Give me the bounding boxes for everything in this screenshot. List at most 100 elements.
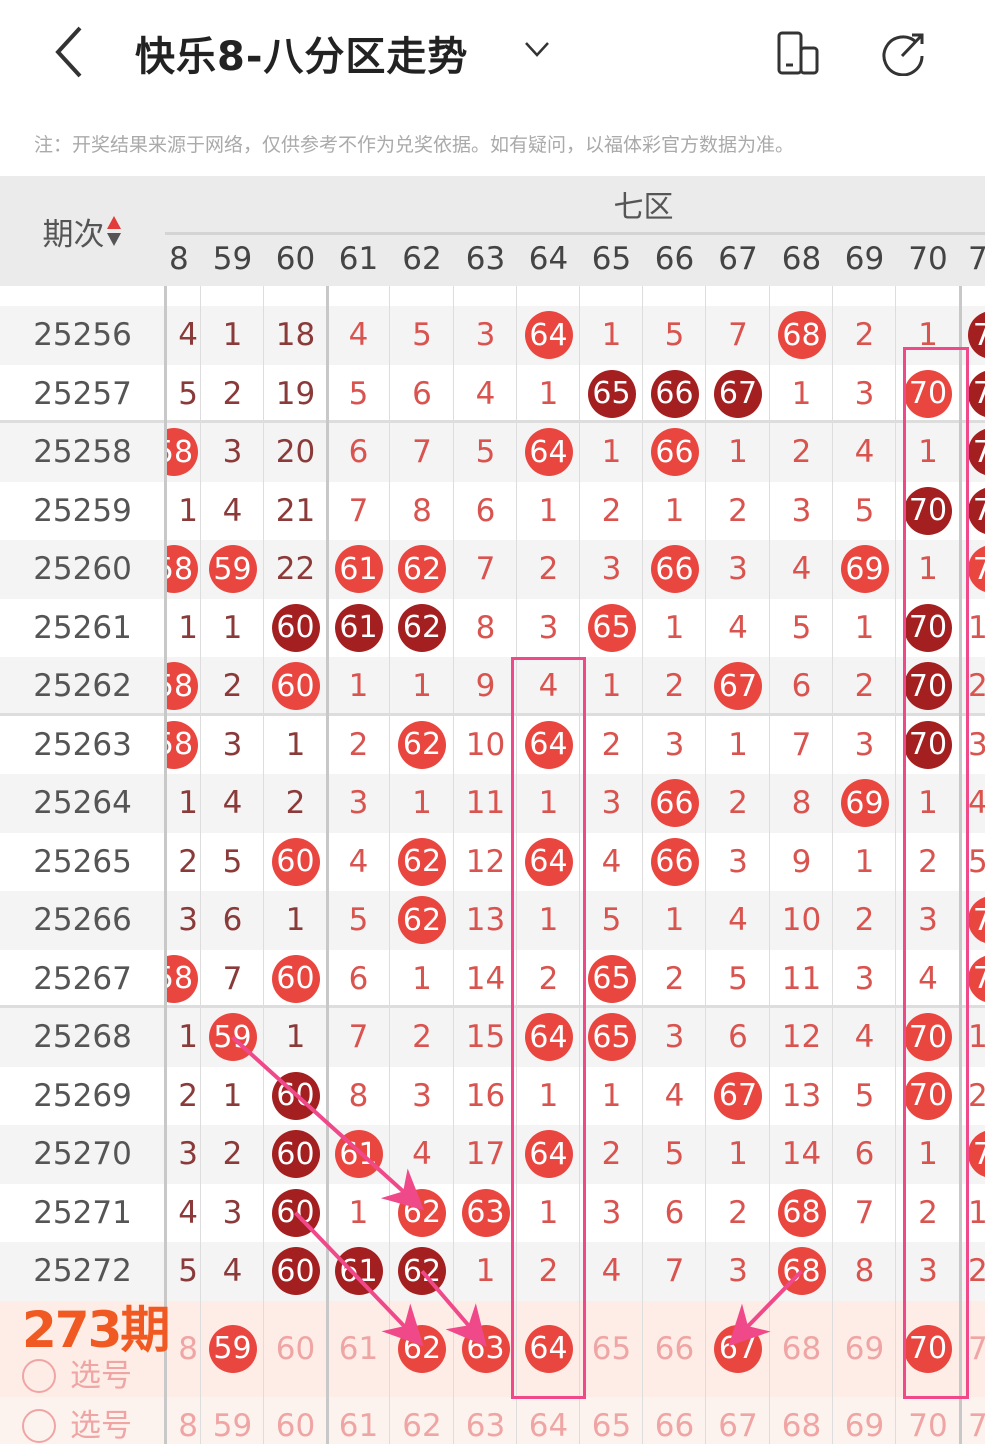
number-ball[interactable]: 60 (271, 603, 320, 652)
number-ball[interactable]: 65 (587, 954, 636, 1003)
number-ball[interactable]: 58 (165, 662, 198, 711)
number-ball[interactable]: 59 (208, 1013, 257, 1062)
number-ball[interactable]: 65 (587, 369, 636, 418)
miss-count: 1 (538, 1077, 559, 1114)
number-ball[interactable]: 59 (208, 1324, 257, 1373)
table-cell: 2 (517, 1242, 580, 1301)
number-ball[interactable]: 63 (461, 1188, 510, 1237)
number-ball[interactable]: 66 (650, 545, 699, 594)
number-ball[interactable]: 60 (271, 1247, 320, 1296)
table-cell: 4 (327, 833, 390, 892)
number-ball[interactable]: 61 (334, 545, 383, 594)
number-ball[interactable]: 71 (968, 311, 985, 360)
number-ball[interactable]: 64 (524, 428, 573, 477)
number-ball[interactable]: 69 (840, 779, 889, 828)
number-ball[interactable]: 60 (271, 954, 320, 1003)
miss-count: 8 (348, 1077, 369, 1114)
share-icon[interactable] (880, 30, 926, 76)
number-ball[interactable]: 66 (650, 837, 699, 886)
number-ball[interactable]: 71 (968, 1130, 985, 1179)
number-ball[interactable]: 64 (524, 720, 573, 769)
number-ball[interactable]: 71 (968, 428, 985, 477)
predict-radio[interactable] (22, 1358, 56, 1393)
number-ball[interactable]: 71 (968, 545, 985, 594)
number-ball[interactable]: 60 (271, 1188, 320, 1237)
number-ball[interactable]: 65 (587, 603, 636, 652)
number-ball[interactable]: 58 (165, 954, 198, 1003)
number-ball[interactable]: 58 (165, 545, 198, 594)
number-ball[interactable]: 70 (904, 1013, 952, 1062)
back-chevron-left-icon[interactable] (48, 22, 98, 82)
table-cell: 3 (706, 833, 770, 892)
number-ball[interactable]: 62 (398, 1247, 446, 1296)
miss-count: 7 (968, 1407, 985, 1444)
number-ball[interactable]: 70 (904, 1071, 952, 1120)
number-ball[interactable]: 65 (587, 1013, 636, 1062)
number-ball[interactable]: 62 (398, 896, 446, 945)
number-ball[interactable]: 71 (968, 486, 985, 535)
number-ball[interactable]: 67 (714, 369, 762, 418)
number-ball[interactable]: 70 (904, 486, 952, 535)
number-ball[interactable]: 70 (904, 603, 952, 652)
number-ball[interactable]: 64 (524, 1013, 573, 1062)
miss-count: 5 (178, 375, 198, 412)
miss-count: 6 (664, 1194, 685, 1231)
table-cell: 3 (643, 716, 706, 775)
number-ball[interactable]: 62 (398, 837, 446, 886)
number-ball[interactable]: 61 (334, 1130, 383, 1179)
number-ball[interactable]: 68 (777, 1188, 826, 1237)
number-ball[interactable]: 58 (165, 428, 198, 477)
table-cell: 64 (517, 1397, 580, 1444)
miss-count: 4 (222, 785, 243, 822)
table-cell: 6 (327, 423, 390, 482)
number-ball[interactable]: 68 (777, 1247, 826, 1296)
number-ball[interactable]: 61 (334, 603, 383, 652)
number-ball[interactable]: 66 (650, 428, 699, 477)
number-ball[interactable]: 60 (271, 662, 320, 711)
miss-count: 4 (412, 1136, 432, 1173)
number-ball[interactable]: 64 (524, 1130, 573, 1179)
miss-count: 4 (918, 960, 938, 997)
number-ball[interactable]: 71 (968, 896, 985, 945)
number-ball[interactable]: 62 (398, 603, 446, 652)
number-ball[interactable]: 64 (524, 837, 573, 886)
number-ball[interactable]: 60 (271, 1130, 320, 1179)
number-ball[interactable]: 58 (165, 720, 198, 769)
number-ball[interactable]: 64 (524, 1324, 573, 1373)
select-radio[interactable] (22, 1408, 56, 1443)
miss-count: 3 (728, 1253, 748, 1290)
number-ball[interactable]: 63 (461, 1324, 510, 1373)
number-ball[interactable]: 62 (398, 720, 446, 769)
number-ball[interactable]: 60 (271, 837, 320, 886)
number-ball[interactable]: 61 (334, 1247, 383, 1296)
number-ball[interactable]: 69 (840, 545, 889, 594)
number-ball[interactable]: 71 (968, 369, 985, 418)
device-rotate-icon[interactable] (775, 30, 821, 76)
number-ball[interactable]: 62 (398, 545, 446, 594)
number-ball[interactable]: 70 (904, 720, 952, 769)
number-ball[interactable]: 67 (714, 1071, 762, 1120)
period-sort-header[interactable]: 期次 (0, 176, 165, 286)
number-ball[interactable]: 70 (904, 1324, 952, 1373)
miss-count: 64 (528, 1407, 569, 1444)
number-ball[interactable]: 68 (777, 311, 826, 360)
chevron-down-icon[interactable] (522, 34, 552, 64)
number-ball[interactable]: 66 (650, 369, 699, 418)
number-ball[interactable]: 62 (398, 1188, 446, 1237)
table-cell: 62 (390, 1397, 454, 1444)
number-ball[interactable]: 64 (524, 311, 573, 360)
select-label[interactable]: 选号 (70, 1407, 132, 1444)
number-ball[interactable]: 59 (208, 545, 257, 594)
miss-count: 61 (338, 1407, 379, 1444)
number-ball[interactable]: 66 (650, 779, 699, 828)
number-ball[interactable]: 67 (714, 1324, 762, 1373)
number-ball[interactable]: 60 (271, 1071, 320, 1120)
number-ball[interactable]: 67 (714, 662, 762, 711)
number-ball[interactable]: 71 (968, 954, 985, 1003)
number-ball[interactable]: 62 (398, 1324, 446, 1373)
number-ball[interactable]: 70 (904, 662, 952, 711)
table-cell: 4 (770, 540, 833, 599)
predict-select-label[interactable]: 选号 (70, 1357, 132, 1394)
number-ball[interactable]: 70 (904, 369, 952, 418)
